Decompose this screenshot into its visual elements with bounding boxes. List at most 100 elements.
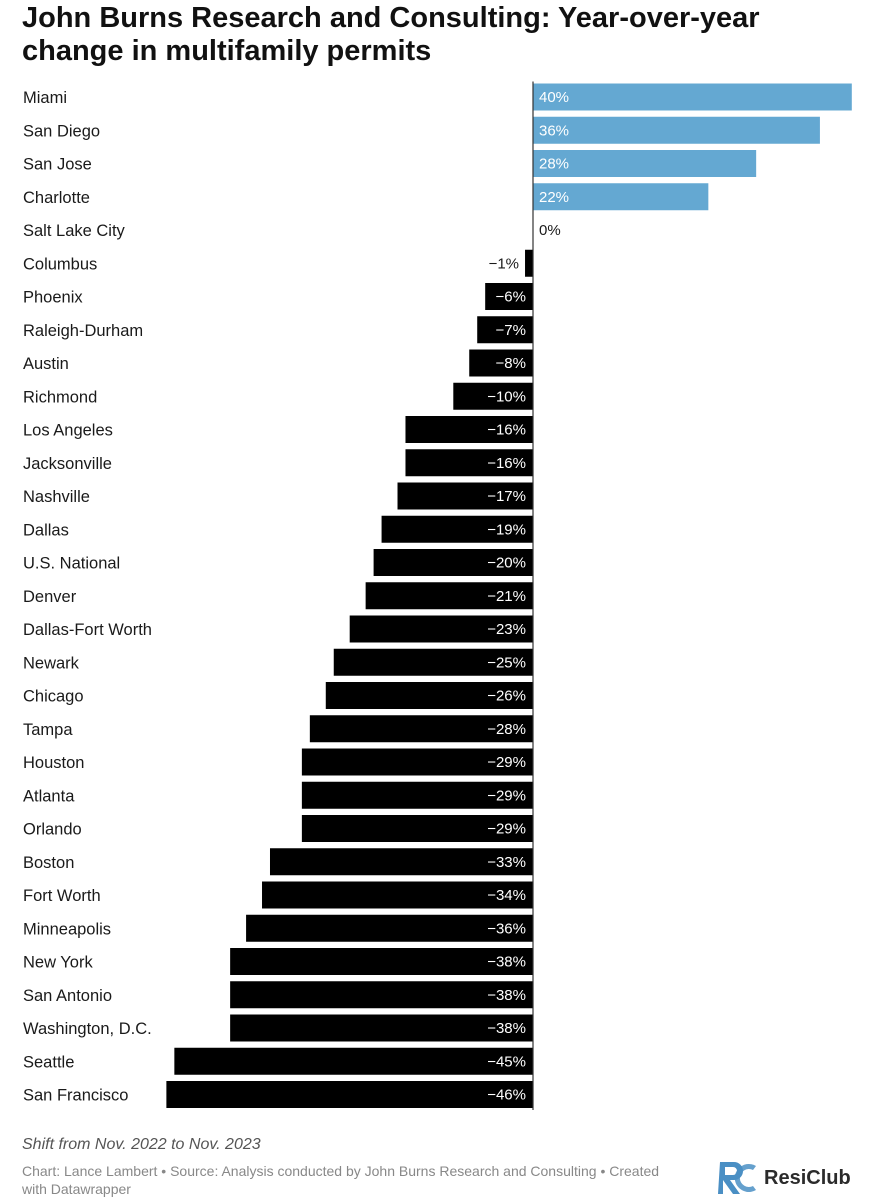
category-label-salt-lake-city: Salt Lake City (23, 222, 126, 240)
category-label-richmond: Richmond (23, 388, 97, 406)
value-label-san-francisco: −46% (487, 1087, 526, 1104)
value-label-columbus: −1% (489, 255, 519, 272)
category-label-austin: Austin (23, 355, 69, 373)
chart-subtitle: Shift from Nov. 2022 to Nov. 2023 (22, 1136, 261, 1153)
bar-phoenix (485, 283, 533, 310)
category-label-houston: Houston (23, 754, 84, 772)
value-labels: 40% 36% 28% 22% 0% −1% −6% −7% −8% −10% −16% −16% −1… (487, 89, 569, 1104)
bar-tampa (309, 715, 533, 743)
category-label-newark: Newark (23, 654, 80, 672)
value-label-raleigh-durham: −7% (496, 322, 526, 339)
value-label-minneapolis: −36% (487, 920, 526, 937)
value-label-fort-worth: −34% (487, 887, 526, 904)
value-label-new-york: −38% (487, 954, 526, 971)
value-label-richmond: −10% (487, 388, 526, 405)
resiclub-logo-icon (718, 1162, 756, 1194)
value-label-phoenix: −6% (496, 289, 526, 306)
brand-name: ResiClub (764, 1166, 851, 1189)
category-label-boston: Boston (23, 854, 74, 872)
category-label-los-angeles: Los Angeles (23, 422, 113, 440)
bar-raleigh-durham (477, 316, 533, 344)
bar-chicago (325, 682, 533, 709)
category-label-jacksonville: Jacksonville (23, 455, 112, 473)
bar-denver (365, 582, 533, 610)
bar-miami (533, 83, 852, 111)
bar-richmond (453, 382, 533, 410)
bar-u-s-national (373, 549, 533, 576)
chart-source-note: Chart: Lance Lambert • Source: Analysis … (22, 1163, 660, 1197)
bar-chart: Miami San Diego San Jose Charlotte Salt Lake… (23, 81, 852, 1110)
value-label-washington-d-c: −38% (487, 1020, 526, 1037)
bar-seattle (174, 1047, 533, 1075)
value-label-jacksonville: −16% (487, 455, 526, 472)
category-label-fort-worth: Fort Worth (23, 887, 101, 905)
bar-fort-worth (262, 881, 533, 909)
brand-logo: ResiClub (716, 1158, 866, 1198)
category-label-washington-d-c: Washington, D.C. (23, 1020, 152, 1038)
chart-title: John Burns Research and Consulting: Year… (22, 2, 760, 67)
category-label-denver: Denver (23, 588, 77, 606)
category-label-charlotte: Charlotte (23, 189, 90, 207)
value-label-seattle: −45% (487, 1053, 526, 1070)
value-label-dallas: −19% (487, 521, 526, 538)
bar-newark (333, 648, 533, 676)
category-label-san-jose: San Jose (23, 156, 92, 174)
category-label-miami: Miami (23, 89, 67, 107)
category-label-orlando: Orlando (23, 821, 82, 839)
bar-austin (469, 349, 533, 377)
value-label-atlanta: −29% (487, 787, 526, 804)
value-label-boston: −33% (487, 854, 526, 871)
bar-houston (301, 748, 533, 776)
category-label-seattle: Seattle (23, 1053, 74, 1071)
value-label-tampa: −28% (487, 721, 526, 738)
bar-san-antonio (230, 981, 533, 1009)
category-label-phoenix: Phoenix (23, 289, 83, 307)
value-label-charlotte: 22% (539, 189, 569, 206)
category-label-san-francisco: San Francisco (23, 1087, 128, 1105)
bar-san-jose (533, 150, 757, 177)
value-label-chicago: −26% (487, 688, 526, 705)
value-label-san-antonio: −38% (487, 987, 526, 1004)
category-label-dallas: Dallas (23, 521, 69, 539)
bar-jacksonville (405, 449, 533, 477)
category-label-nashville: Nashville (23, 488, 90, 506)
value-label-san-jose: 28% (539, 156, 569, 173)
category-label-raleigh-durham: Raleigh-Durham (23, 322, 143, 340)
value-label-dallas-fort-worth: −23% (487, 621, 526, 638)
bar-orlando (301, 815, 533, 842)
category-label-tampa: Tampa (23, 721, 73, 739)
value-label-austin: −8% (496, 355, 526, 372)
bar-charlotte (533, 183, 709, 211)
category-label-dallas-fort-worth: Dallas-Fort Worth (23, 621, 152, 639)
category-label-san-antonio: San Antonio (23, 987, 112, 1005)
bars (166, 83, 852, 1108)
bar-san-francisco (166, 1081, 533, 1108)
bar-new-york (230, 948, 533, 975)
value-label-orlando: −29% (487, 821, 526, 838)
bar-atlanta (301, 781, 533, 809)
category-label-u-s-national: U.S. National (23, 555, 120, 573)
bar-columbus (525, 249, 533, 277)
bar-minneapolis (246, 914, 533, 942)
value-label-miami: 40% (539, 89, 569, 106)
value-label-houston: −29% (487, 754, 526, 771)
category-label-san-diego: San Diego (23, 122, 100, 140)
bar-nashville (397, 482, 533, 510)
bar-dallas-fort-worth (349, 615, 533, 643)
bar-dallas (381, 515, 533, 543)
bar-washington-d-c (230, 1014, 533, 1042)
value-label-san-diego: 36% (539, 122, 569, 139)
bar-san-diego (533, 116, 820, 144)
category-labels: Miami San Diego San Jose Charlotte Salt Lake… (23, 89, 152, 1105)
bar-boston (269, 848, 533, 876)
value-label-newark: −25% (487, 654, 526, 671)
value-label-denver: −21% (487, 588, 526, 605)
value-label-salt-lake-city: 0% (539, 222, 561, 239)
category-label-new-york: New York (23, 954, 93, 972)
category-label-chicago: Chicago (23, 688, 84, 706)
value-label-los-angeles: −16% (487, 422, 526, 439)
value-label-u-s-national: −20% (487, 555, 526, 572)
bar-los-angeles (405, 416, 533, 443)
category-label-columbus: Columbus (23, 255, 97, 273)
category-label-minneapolis: Minneapolis (23, 920, 111, 938)
